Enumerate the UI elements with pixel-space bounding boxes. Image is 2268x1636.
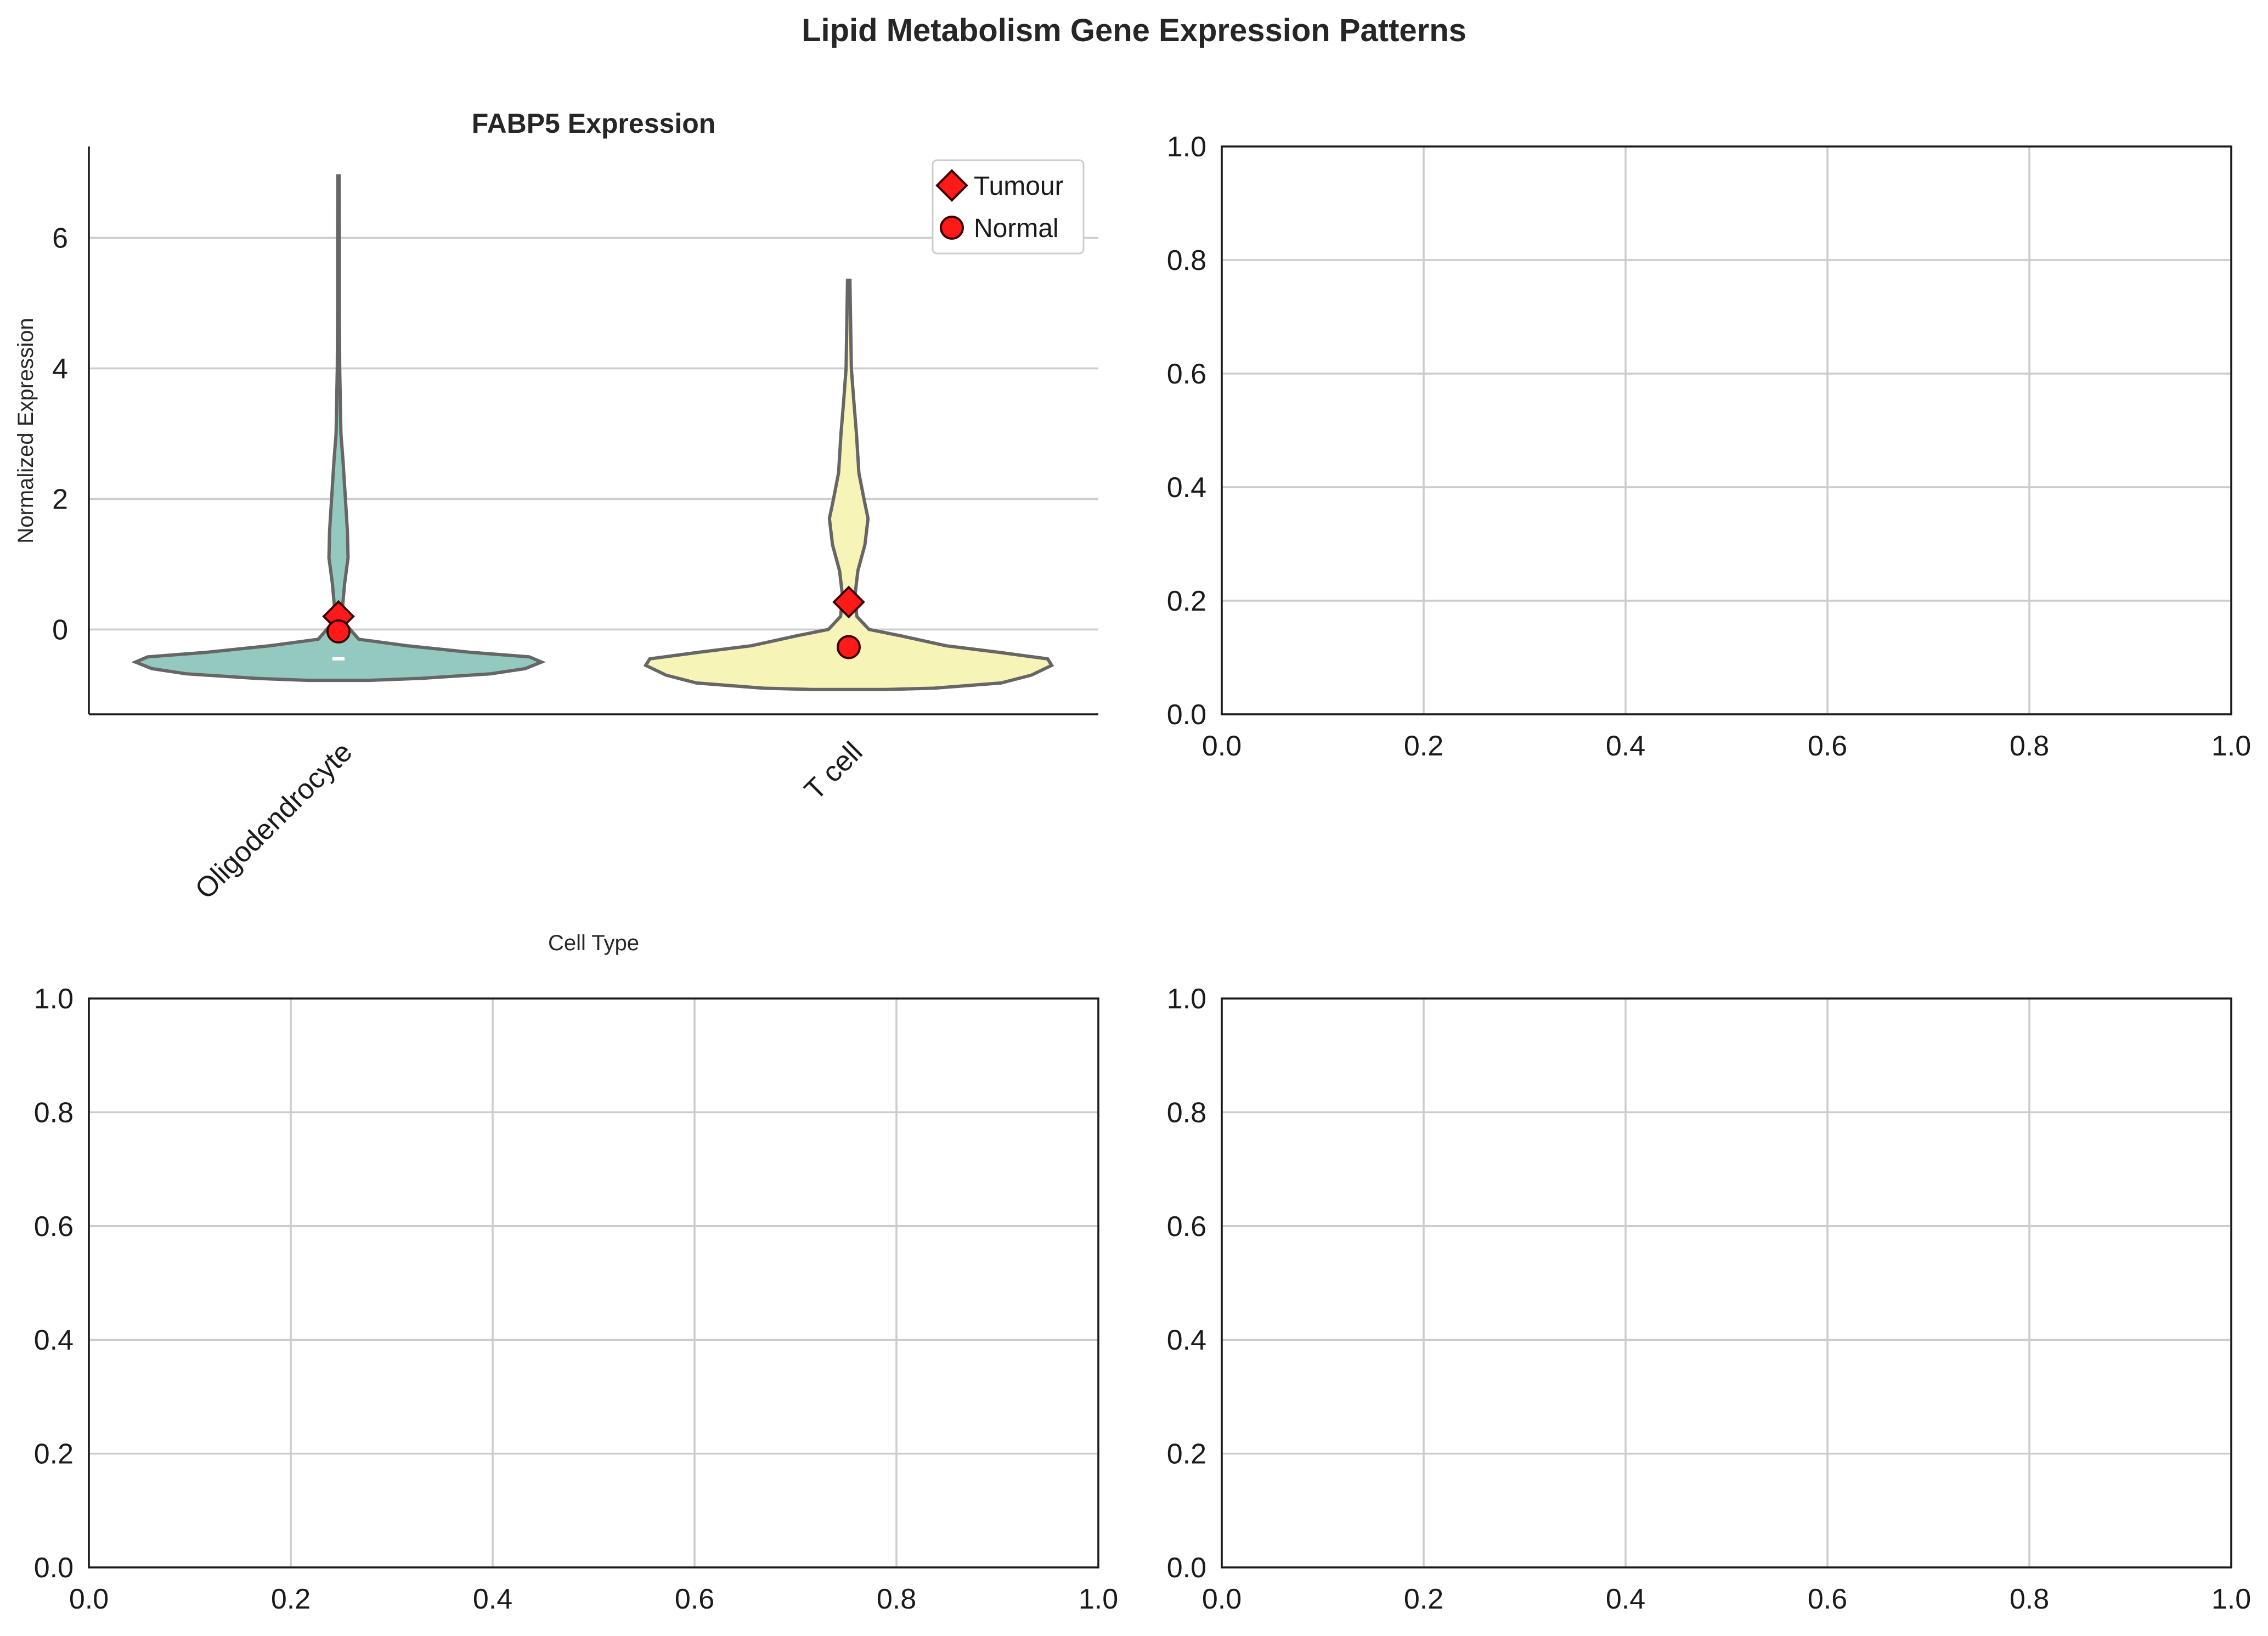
y-tick-label: 0.4 [34, 1324, 74, 1356]
y-tick-label: 0.0 [34, 1552, 74, 1584]
y-tick-label: 0.0 [1167, 1552, 1206, 1584]
y-tick-label: 0.6 [1167, 1211, 1206, 1243]
x-tick-label: 0.2 [1404, 730, 1443, 762]
y-tick-label: 0.4 [1167, 1324, 1206, 1356]
panel-bottom-right: 0.0 0.2 0.4 0.6 0.8 1.0 0.0 0.2 0.4 0.6 0.8 1.0 [1167, 983, 2251, 1615]
x-tick-label: 0.8 [877, 1583, 916, 1615]
x-tick-label: 0.4 [1606, 1583, 1645, 1615]
x-tick-label: 0.2 [271, 1583, 311, 1615]
legend-circle-icon [940, 216, 964, 240]
y-tick-label: 0.8 [1167, 1097, 1206, 1129]
x-tick-label: Oligodendrocyte [189, 736, 359, 905]
legend-entry: Tumour [974, 172, 1064, 201]
x-tick-label: 1.0 [2211, 1583, 2251, 1615]
y-tick-label: 0.8 [34, 1097, 74, 1129]
x-tick-label: 1.0 [2211, 730, 2251, 762]
x-tick-label: 0.0 [69, 1583, 109, 1615]
axes-frame [1221, 145, 2232, 715]
legend-box [932, 159, 1085, 255]
tumour-point [832, 585, 865, 619]
x-tick-label: 0.4 [1606, 730, 1645, 762]
y-tick-label: 6 [52, 223, 68, 255]
x-tick-label: 0.6 [675, 1583, 714, 1615]
figure-title: Lipid Metabolism Gene Expression Pattern… [802, 13, 1466, 48]
x-tick-label: 0.0 [1202, 1583, 1242, 1615]
y-tick-label: 4 [52, 353, 68, 385]
x-tick-label: 0.4 [473, 1583, 512, 1615]
x-tick-label: 0.0 [1202, 730, 1242, 762]
y-tick-label: 0.2 [34, 1438, 74, 1470]
panel-top-right: 0.0 0.2 0.4 0.6 0.8 1.0 0.0 0.2 0.4 0.6 0.8 1.0 [1167, 131, 2251, 762]
panel-title: FABP5 Expression [472, 108, 716, 139]
x-tick-label: 1.0 [1079, 1583, 1118, 1615]
legend: Tumour Normal [932, 159, 1085, 255]
axes-frame [88, 997, 1099, 1569]
y-tick-label: 0.0 [1167, 699, 1206, 731]
x-tick-label: 0.8 [2010, 1583, 2049, 1615]
y-tick-label: 1.0 [1167, 131, 1206, 163]
y-tick-label: 0.8 [1167, 245, 1206, 277]
subplot-grid: 0 2 4 6 Oligodendrocyte T cell FABP5 Expressio… [14, 108, 2251, 1615]
x-axis-label: Cell Type [548, 931, 639, 955]
violin-oligodendrocyte [131, 174, 546, 682]
y-tick-label: 2 [52, 483, 68, 515]
y-tick-label: 0.6 [34, 1211, 74, 1243]
y-tick-label: 1.0 [1167, 983, 1206, 1015]
normal-point [326, 619, 351, 644]
legend-entry: Normal [974, 214, 1059, 243]
x-tick-label: 0.2 [1404, 1583, 1443, 1615]
normal-point [837, 635, 861, 659]
y-tick-label: 0.6 [1167, 358, 1206, 390]
y-tick-label: 0.4 [1167, 472, 1206, 504]
panel-fabp5: 0 2 4 6 Oligodendrocyte T cell FABP5 Expressio… [14, 108, 1098, 955]
axes-frame [1221, 997, 2232, 1569]
y-tick-label: 0 [52, 614, 68, 646]
violin-t-cell [643, 278, 1054, 691]
legend-diamond-icon [935, 169, 968, 202]
y-tick-label: 1.0 [34, 983, 74, 1015]
x-tick-label: 0.6 [1808, 1583, 1847, 1615]
x-tick-label: 0.6 [1808, 730, 1847, 762]
x-tick-label: 0.8 [2010, 730, 2049, 762]
x-tick-label: T cell [798, 736, 868, 806]
panel-bottom-left: 0.0 0.2 0.4 0.6 0.8 1.0 0.0 0.2 0.4 0.6 0.8 1.0 [34, 983, 1118, 1615]
y-tick-label: 0.2 [1167, 585, 1206, 617]
y-tick-label: 0.2 [1167, 1438, 1206, 1470]
y-axis-label: Normalized Expression [14, 318, 38, 543]
